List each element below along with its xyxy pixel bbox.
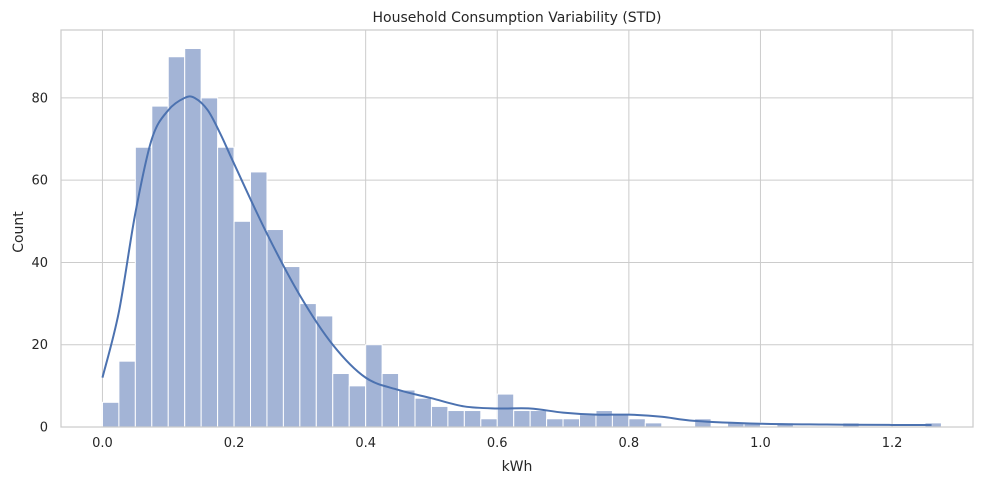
x-tick-label-1: 0.2	[224, 436, 245, 451]
histogram-bar-29	[579, 414, 597, 428]
histogram-bar-14	[332, 373, 350, 428]
histogram-bar-23	[480, 418, 498, 428]
histogram-bar-21	[447, 410, 465, 428]
histogram-bar-4	[167, 56, 186, 428]
histogram-bar-0	[101, 401, 120, 428]
x-tick-label-4: 0.8	[619, 436, 640, 451]
histogram-bar-25	[513, 410, 531, 428]
histogram-bars	[101, 48, 942, 428]
histogram-bar-3	[151, 105, 169, 428]
y-tick-label-3: 60	[31, 174, 48, 189]
histogram-bar-7	[217, 146, 235, 428]
histogram-bar-27	[546, 418, 564, 428]
x-tick-label-2: 0.4	[355, 436, 376, 451]
x-tick-label-3: 0.6	[487, 436, 508, 451]
histogram-bar-22	[463, 410, 482, 428]
x-tick-label-6: 1.2	[882, 436, 903, 451]
x-tick-label-0: 0.0	[92, 436, 113, 451]
histogram-bar-31	[611, 414, 630, 428]
histogram-bar-8	[233, 220, 252, 428]
histogram-bar-17	[381, 373, 400, 428]
x-tick-label-5: 1.0	[750, 436, 771, 451]
x-axis-ticks: 0.0 0.2 0.4 0.6 0.8 1.0 1.2	[92, 436, 902, 451]
x-axis-label: kWh	[502, 459, 533, 475]
y-tick-label-0: 0	[40, 421, 48, 436]
histogram-bar-24	[496, 393, 515, 428]
histogram-bar-28	[562, 418, 581, 428]
histogram-bar-30	[595, 410, 613, 428]
y-tick-label-1: 20	[31, 338, 48, 353]
kde-curve	[101, 95, 932, 426]
histogram-bar-2	[134, 146, 153, 428]
histogram-bar-15	[348, 385, 367, 428]
chart-title: Household Consumption Variability (STD)	[373, 10, 662, 26]
histogram-bar-9	[250, 171, 268, 428]
histogram-bar-32	[628, 418, 646, 428]
y-tick-label-2: 40	[31, 256, 48, 271]
histogram-bar-20	[430, 405, 449, 428]
histogram-bar-6	[200, 97, 219, 428]
histogram-bar-16	[365, 344, 383, 428]
histogram-bar-19	[414, 397, 432, 428]
plot-frame	[60, 29, 974, 428]
histogram-bar-5	[184, 48, 202, 428]
y-axis-ticks: 0 20 40 60 80	[31, 91, 48, 435]
y-tick-label-4: 80	[31, 91, 48, 106]
histogram-bar-1	[118, 360, 136, 428]
histogram-bar-12	[299, 303, 317, 428]
histogram-bar-18	[398, 389, 416, 428]
y-axis-label: Count	[11, 211, 27, 253]
histogram-bar-26	[529, 410, 548, 428]
